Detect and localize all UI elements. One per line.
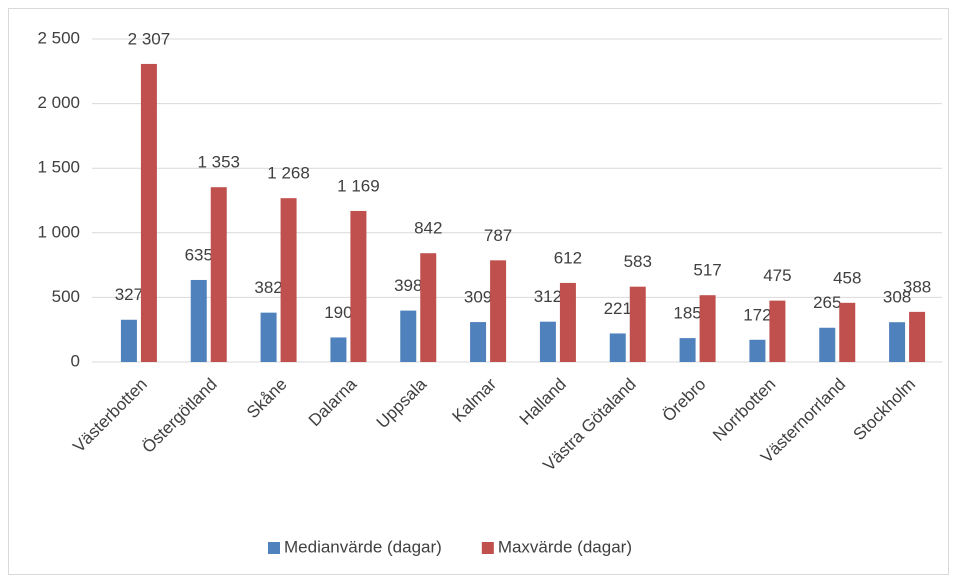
value-label: 309: [464, 288, 492, 307]
value-label: 583: [624, 252, 652, 271]
bar: [699, 295, 716, 362]
bar: [420, 253, 437, 362]
value-label: 842: [414, 219, 442, 238]
value-label: 308: [883, 288, 911, 307]
bar: [210, 187, 227, 362]
bar: [120, 319, 137, 362]
y-tick-label: 500: [52, 287, 80, 306]
legend-label: Maxvärde (dagar): [498, 537, 632, 556]
bar: [260, 312, 277, 362]
value-label: 312: [534, 287, 562, 306]
legend-swatch: [481, 542, 494, 554]
bar: [629, 286, 646, 362]
bar: [609, 333, 626, 362]
y-tick-label: 2 000: [37, 93, 80, 112]
bar: [559, 282, 576, 362]
bar: [819, 327, 836, 362]
value-label: 787: [484, 226, 512, 245]
bar: [350, 210, 367, 362]
x-tick-label: Norrbotten: [709, 375, 779, 445]
bar: [769, 300, 786, 362]
x-tick-label: Skåne: [243, 375, 291, 423]
value-label: 327: [115, 285, 143, 304]
bar: [400, 310, 417, 362]
bar: [330, 337, 347, 362]
x-tick-label: Örebro: [659, 375, 710, 426]
bar: [140, 63, 157, 362]
y-tick-label: 1 000: [37, 222, 80, 241]
value-label: 398: [394, 276, 422, 295]
y-tick-label: 0: [71, 351, 80, 370]
bar: [839, 302, 856, 362]
value-label: 1 169: [337, 176, 380, 195]
bar: [490, 260, 507, 362]
value-label: 172: [743, 305, 771, 324]
value-label: 185: [673, 304, 701, 323]
bar: [190, 279, 207, 362]
value-label: 388: [903, 277, 931, 296]
value-label: 265: [813, 293, 841, 312]
bar: [909, 311, 926, 362]
value-label: 475: [763, 266, 791, 285]
value-label: 1 268: [267, 164, 310, 183]
value-label: 221: [604, 299, 632, 318]
y-tick-label: 1 500: [37, 158, 80, 177]
x-tick-label: Stockholm: [850, 375, 920, 445]
x-tick-label: Östergötland: [138, 375, 220, 457]
value-label: 2 307: [128, 29, 171, 48]
legend-label: Medianvärde (dagar): [284, 537, 442, 556]
bar: [280, 198, 297, 362]
x-tick-label: Dalarna: [305, 374, 361, 430]
bar: [539, 321, 556, 362]
bar: [470, 322, 487, 362]
x-tick-label: Kalmar: [449, 374, 501, 426]
x-tick-label: Uppsala: [373, 374, 431, 432]
value-label: 1 353: [197, 153, 240, 172]
bar: [889, 322, 906, 362]
bar: [749, 339, 766, 362]
bar: [679, 338, 696, 362]
value-label: 190: [324, 303, 352, 322]
chart-border: [8, 8, 949, 575]
value-label: 517: [693, 261, 721, 280]
value-label: 458: [833, 268, 861, 287]
legend-swatch: [268, 542, 280, 554]
x-tick-label: Halland: [516, 375, 570, 429]
value-label: 382: [254, 278, 282, 297]
value-label: 635: [185, 245, 213, 264]
y-tick-label: 2 500: [37, 28, 80, 47]
value-label: 612: [554, 248, 582, 267]
